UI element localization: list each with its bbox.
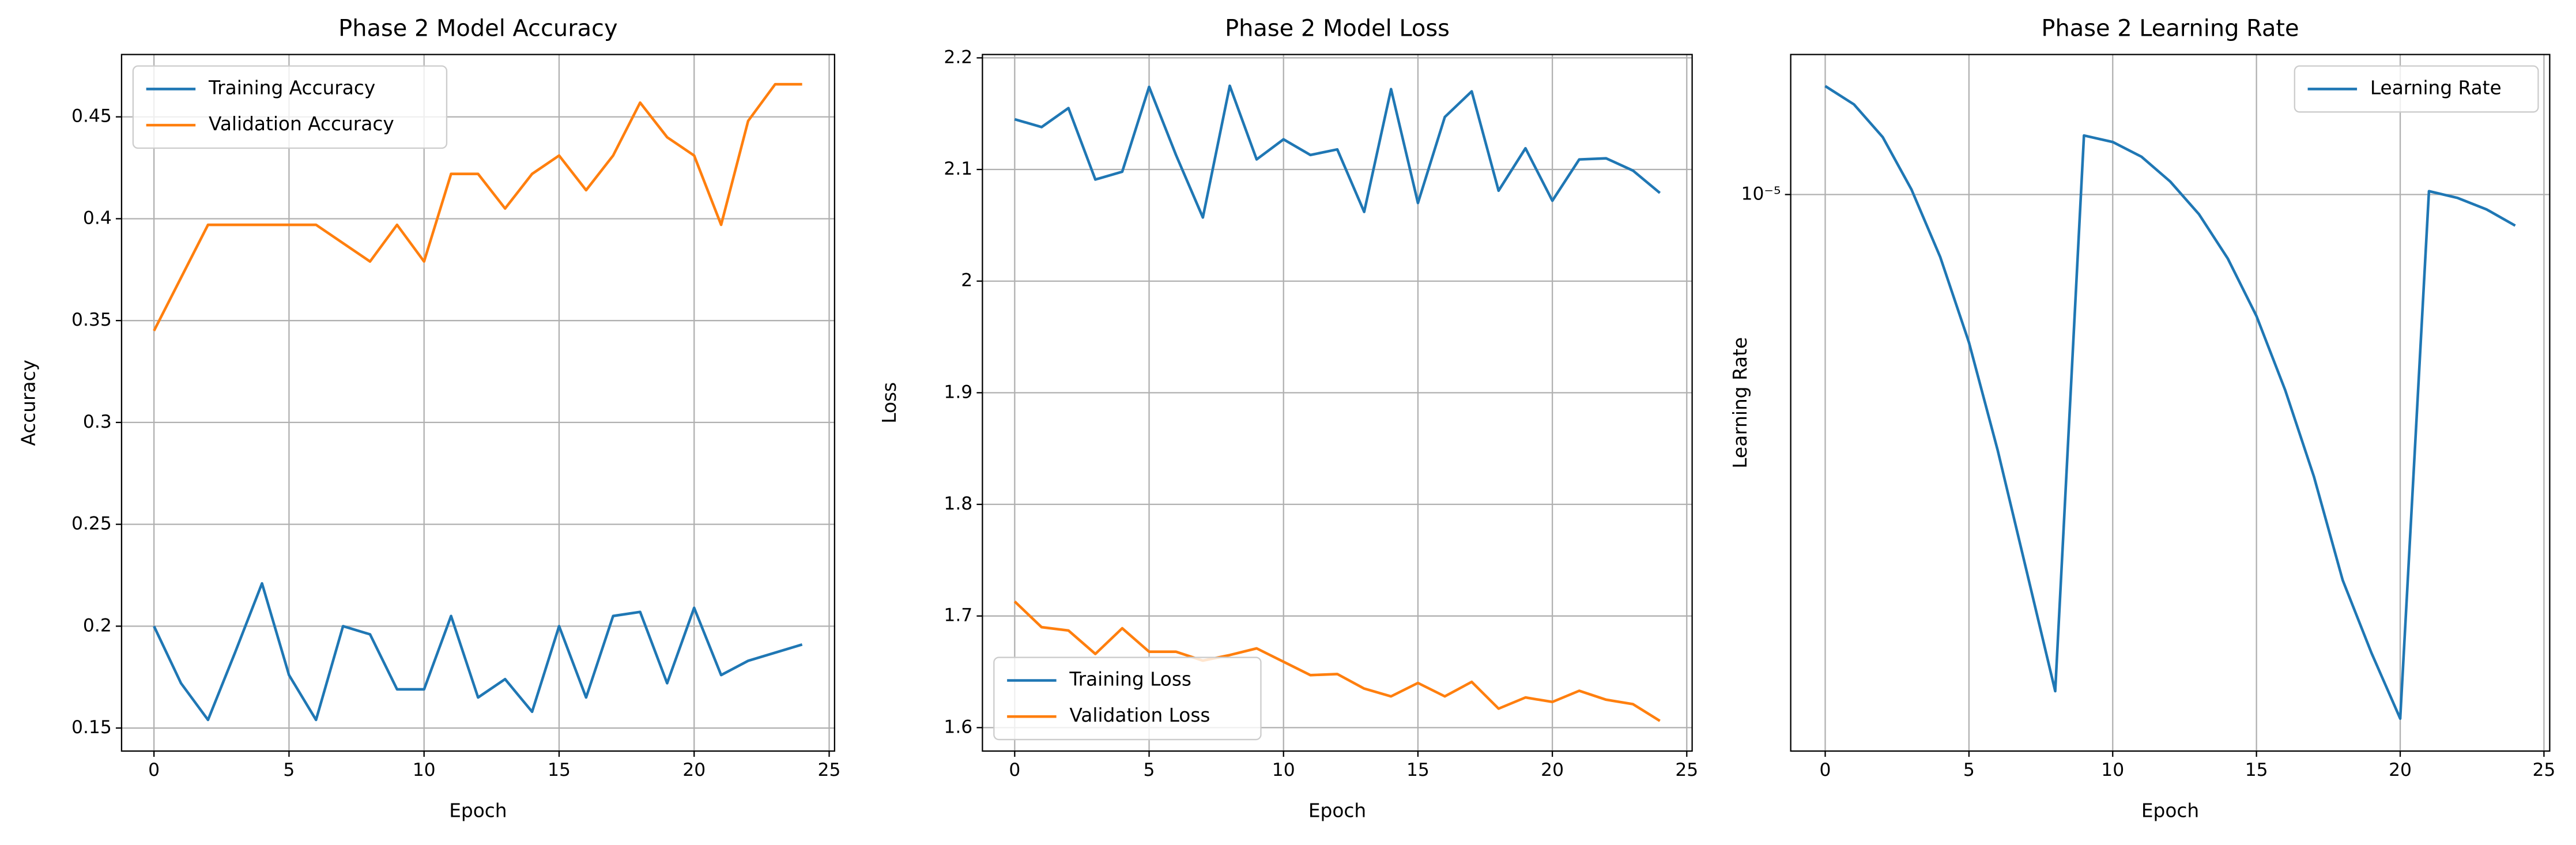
axes-frame: [982, 54, 1693, 752]
y-tick-label: 0.15: [71, 717, 112, 738]
legend-label: Training Loss: [1069, 668, 1191, 690]
subplot-title: Phase 2 Model Loss: [1225, 15, 1450, 42]
x-tick-label: 5: [283, 760, 295, 780]
x-axis-label: Epoch: [2141, 799, 2199, 821]
x-tick-label: 20: [682, 760, 706, 780]
x-tick-label: 15: [548, 760, 571, 780]
legend-label: Learning Rate: [2370, 77, 2502, 99]
subplot-title: Phase 2 Model Accuracy: [338, 15, 617, 42]
x-tick-label: 15: [2245, 760, 2268, 780]
y-tick-label: 2.2: [944, 47, 972, 67]
x-tick-label: 25: [2532, 760, 2555, 780]
y-tick-label: 0.3: [83, 412, 112, 432]
x-axis-label: Epoch: [1308, 799, 1366, 821]
y-tick-label: 2: [961, 270, 972, 291]
legend-box: [993, 657, 1262, 741]
legend-label: Training Accuracy: [208, 77, 375, 99]
axes-frame: [120, 54, 836, 752]
data-line: [153, 82, 802, 331]
y-tick-label: 0.45: [71, 106, 112, 127]
x-tick-label: 0: [1009, 760, 1020, 780]
y-tick-label: 1.6: [944, 716, 972, 737]
x-tick-label: 0: [1820, 760, 1831, 780]
data-line: [153, 582, 803, 722]
legend: Training Accuracy Validation Accuracy: [132, 65, 448, 149]
x-tick-label: 0: [148, 760, 160, 780]
legend-label: Validation Loss: [1069, 704, 1210, 726]
y-tick-label: 0.35: [71, 310, 112, 330]
x-tick-label: 5: [1144, 760, 1155, 780]
x-tick-label: 10: [2101, 760, 2124, 780]
y-axis-label: Loss: [878, 382, 900, 424]
y-tick-label: 1.8: [944, 493, 972, 514]
x-tick-label: 25: [1675, 760, 1698, 780]
legend: Training Loss Validation Loss: [993, 657, 1262, 741]
subplot: 0 5 10 15 20 25 1.6 1.7 1.8 1.9 2 2.1 2.2 Phase 2 Mod…: [878, 15, 1698, 821]
y-tick-label: 0.4: [83, 208, 112, 228]
subplot: 0 5 10 15 20 25 10⁻⁵ Phase 2 Learning Rate Epoch…: [1729, 15, 2555, 821]
y-tick-label: 0.2: [83, 615, 112, 636]
x-axis-label: Epoch: [449, 799, 507, 821]
x-tick-label: 15: [1406, 760, 1430, 780]
y-tick-label: 2.1: [944, 159, 972, 179]
legend-box: [132, 65, 448, 149]
subplot: 0 5 10 15 20 25 0.15 0.2 0.25 0.3 0.35 0.4 0.45 Phase…: [17, 15, 840, 821]
legend-label: Validation Accuracy: [209, 113, 394, 135]
data-line: [1013, 600, 1661, 722]
y-tick-label: 0.25: [71, 514, 112, 534]
y-axis-label: Accuracy: [17, 360, 39, 446]
legend-box: [2294, 65, 2539, 113]
y-tick-label: 10⁻⁵: [1741, 184, 1781, 205]
data-line: [1014, 84, 1661, 219]
x-tick-label: 20: [2389, 760, 2412, 780]
legend: Learning Rate: [2294, 65, 2539, 113]
x-tick-label: 5: [1963, 760, 1975, 780]
y-axis-label: Learning Rate: [1729, 337, 1751, 469]
x-tick-label: 25: [818, 760, 841, 780]
subplot-title: Phase 2 Learning Rate: [2041, 15, 2299, 42]
x-tick-label: 10: [413, 760, 436, 780]
x-tick-label: 10: [1272, 760, 1295, 780]
axes-frame: [1790, 54, 2551, 752]
x-tick-label: 20: [1541, 760, 1564, 780]
y-tick-label: 1.9: [944, 382, 972, 402]
y-tick-label: 1.7: [944, 605, 972, 626]
data-line: [1824, 85, 2516, 720]
